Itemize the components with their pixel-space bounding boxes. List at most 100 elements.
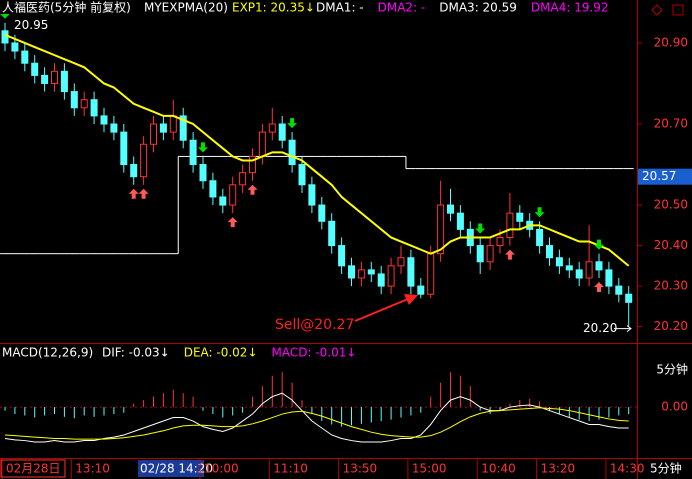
candle-body xyxy=(90,99,98,117)
x-tick-label: 10:00 xyxy=(204,462,239,476)
candle-body xyxy=(179,115,187,141)
candle-body xyxy=(387,265,395,287)
candle-body xyxy=(605,269,613,287)
candle-body xyxy=(437,204,445,255)
candle-body xyxy=(496,236,504,247)
x-tick-label: 15:00 xyxy=(412,462,447,476)
macd-title: MACD(12,26,9) xyxy=(2,346,93,360)
sell-signal xyxy=(198,142,208,153)
candle-body xyxy=(51,70,58,84)
candle-body xyxy=(417,285,425,295)
candle-body xyxy=(536,228,544,247)
y-tick-label: 20.70 xyxy=(654,117,688,131)
low-annotation: 20.20 xyxy=(583,321,617,335)
ema-line xyxy=(4,33,630,267)
sell-signal xyxy=(594,239,604,250)
header-item: DMA2: - xyxy=(378,1,426,15)
candle-body xyxy=(100,115,108,125)
macd-plot xyxy=(0,372,637,443)
x-tick-label: 11:10 xyxy=(273,462,308,476)
candle-body xyxy=(159,123,167,133)
sell-arrow-head xyxy=(404,294,418,305)
cursor-label-box xyxy=(138,460,204,477)
sell-signal xyxy=(475,223,486,234)
legend-entry: DMA3: 20.59 xyxy=(439,1,517,15)
price-marker-box xyxy=(638,168,692,185)
y-tick-label: 0.00 xyxy=(661,400,688,414)
cursor-label: 02/28 14:20 xyxy=(140,462,213,476)
candle-body xyxy=(585,261,593,279)
period-label: 5分钟 xyxy=(656,362,688,377)
candle-body xyxy=(249,155,256,174)
candle-body xyxy=(486,245,494,263)
candle-body xyxy=(328,220,336,247)
candle-body xyxy=(565,265,573,271)
sell-signal xyxy=(287,118,298,129)
sell-signal xyxy=(0,14,10,19)
candle-body xyxy=(110,123,118,133)
candle-body xyxy=(447,204,454,214)
candle-body xyxy=(427,253,435,295)
candle-body xyxy=(60,70,68,93)
candle-body xyxy=(229,184,237,206)
buy-signal xyxy=(138,188,149,199)
candle-body xyxy=(357,269,365,279)
candle-body xyxy=(555,257,563,267)
candle-body xyxy=(278,123,286,141)
candle-body xyxy=(338,245,346,267)
candle-body xyxy=(546,245,553,259)
candle-body xyxy=(21,50,29,64)
header-item: DMA4: 19.92 xyxy=(531,1,609,15)
legend-entry: DEA: -0.02↓ xyxy=(184,346,258,360)
candle-body xyxy=(407,257,415,287)
sell-arrow xyxy=(354,298,409,322)
candle-body xyxy=(575,269,583,279)
low-annotation-arrow xyxy=(614,325,632,333)
y-tick-label: 20.40 xyxy=(654,238,688,252)
candle-body xyxy=(476,245,484,263)
macd-line xyxy=(4,407,629,440)
buy-signal xyxy=(128,188,139,199)
candle-body xyxy=(595,261,603,271)
candle-body xyxy=(377,273,385,287)
candle-body xyxy=(1,30,9,44)
candle-body xyxy=(31,62,39,76)
header-item: DMA1: - xyxy=(316,1,364,15)
x-tick-label: 10:40 xyxy=(481,462,516,476)
candle-body xyxy=(80,99,88,109)
y-tick-label: 20.50 xyxy=(654,198,688,212)
candle-body xyxy=(150,123,157,145)
main-plot xyxy=(0,14,634,327)
candle-body xyxy=(625,293,633,303)
candle-body xyxy=(516,212,524,222)
macd-line xyxy=(4,392,629,443)
candle-body xyxy=(169,115,177,133)
legend-entry: EXP1: 20.35↓ xyxy=(232,1,315,15)
candle-body xyxy=(11,42,19,52)
candle-body xyxy=(239,172,247,186)
price-marker-label: 20.57 xyxy=(642,169,676,183)
candle-body xyxy=(41,74,49,84)
candle-body xyxy=(397,257,405,267)
y-tick-label: 20.30 xyxy=(654,279,688,293)
legend-entry: MACD: -0.01↓ xyxy=(272,346,357,360)
candle-body xyxy=(268,123,276,133)
candle-body xyxy=(130,164,138,178)
candle-body xyxy=(456,212,464,230)
x-tick-label: 14:30 xyxy=(610,462,645,476)
buy-signal xyxy=(504,249,515,260)
candle-body xyxy=(615,285,623,295)
buy-signal xyxy=(594,281,604,292)
buy-signal xyxy=(247,184,258,195)
chart-title: 人福医药(5分钟 前复权) xyxy=(2,0,131,15)
y-tick-label: 20.90 xyxy=(654,35,688,49)
candle-body xyxy=(318,204,326,222)
candle-body xyxy=(298,164,306,186)
candle-body xyxy=(120,131,128,166)
candle-body xyxy=(308,184,316,206)
candle-body xyxy=(209,180,217,198)
sell-note: Sell@20.27 xyxy=(275,317,354,333)
